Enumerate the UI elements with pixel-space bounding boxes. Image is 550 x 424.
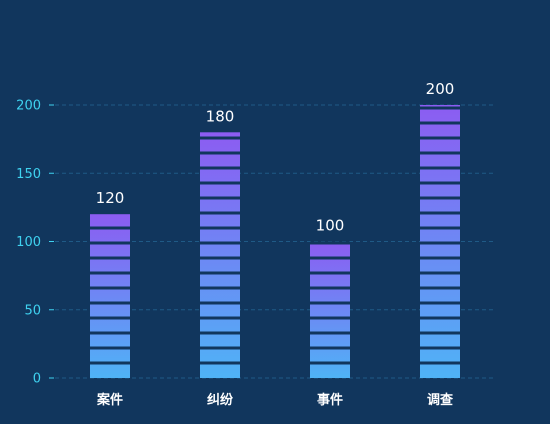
y-tick-label: 100: [16, 235, 41, 250]
bar-segment-gap: [420, 211, 460, 215]
data-label: 200: [426, 80, 455, 98]
y-tick-label: 50: [24, 303, 41, 318]
bar-segment-gap: [200, 196, 240, 200]
bar-segment-gap: [200, 166, 240, 170]
bar-segment-gap: [310, 331, 350, 335]
bar-segment-gap: [310, 316, 350, 320]
bar-segment-gap: [200, 226, 240, 230]
x-tick-label: 事件: [317, 392, 343, 408]
bar-segment-gap: [90, 256, 130, 260]
bar-segment-gap: [310, 256, 350, 260]
bar-segment-gap: [200, 151, 240, 155]
bar: [310, 241, 350, 378]
bar-segment-gap: [420, 361, 460, 365]
bar-segment-gap: [90, 346, 130, 350]
bar-segment-gap: [200, 136, 240, 140]
bar-fill: [310, 241, 350, 378]
bar-fill: [90, 214, 130, 378]
bar-segment-gap: [90, 331, 130, 335]
x-tick-label: 调查: [427, 392, 454, 408]
x-tick-label: 案件: [96, 392, 123, 408]
bar-segment-gap: [200, 256, 240, 260]
bar-segment-gap: [420, 286, 460, 290]
bar-segment-gap: [90, 301, 130, 305]
bar-segment-gap: [90, 271, 130, 275]
bar-segment-gap: [310, 241, 350, 245]
bar: [200, 132, 240, 378]
y-axis: 0 50 100 150 200: [16, 99, 54, 387]
bar-segment-gap: [420, 331, 460, 335]
bar-segment-gap: [200, 286, 240, 290]
bar-segment-gap: [420, 121, 460, 125]
bar-segment-gap: [420, 271, 460, 275]
bar-segment-gap: [200, 361, 240, 365]
bar-segment-gap: [310, 271, 350, 275]
bar-segment-gap: [420, 166, 460, 170]
bar-segment-gap: [420, 136, 460, 140]
bar: [90, 214, 130, 378]
bar-segment-gap: [420, 226, 460, 230]
bars: [90, 105, 460, 378]
bar-segment-gap: [200, 316, 240, 320]
bar-segment-gap: [420, 301, 460, 305]
bar-segment-gap: [200, 346, 240, 350]
bar-segment-gap: [90, 361, 130, 365]
data-label: 180: [206, 107, 235, 125]
y-tick-label: 200: [16, 99, 41, 114]
data-labels: 120 180 100 200: [96, 80, 455, 235]
bar-segment-gap: [420, 241, 460, 245]
bar-segment-gap: [200, 301, 240, 305]
bar-segment-gap: [200, 181, 240, 185]
bar-segment-gap: [420, 346, 460, 350]
bar: [420, 105, 460, 378]
bar-segment-gap: [310, 346, 350, 350]
bar-segment-gap: [310, 286, 350, 290]
bar-segment-gap: [420, 106, 460, 110]
bar-segment-gap: [200, 241, 240, 245]
bar-segment-gap: [90, 241, 130, 245]
y-tick-label: 150: [16, 167, 41, 182]
bar-segment-gap: [200, 271, 240, 275]
bar-segment-gap: [310, 361, 350, 365]
bar-fill: [200, 132, 240, 378]
bar-segment-gap: [200, 331, 240, 335]
bar-segment-gap: [90, 226, 130, 230]
bar-segment-gap: [310, 301, 350, 305]
bar-segment-gap: [420, 151, 460, 155]
y-tick-label: 0: [33, 372, 41, 387]
bar-segment-gap: [420, 316, 460, 320]
bar-segment-gap: [90, 316, 130, 320]
bar-segment-gap: [420, 256, 460, 260]
bar-segment-gap: [420, 196, 460, 200]
bar-segment-gap: [90, 286, 130, 290]
bar-segment-gap: [420, 181, 460, 185]
data-label: 120: [96, 189, 125, 207]
data-label: 100: [316, 217, 345, 235]
bar-segment-gap: [200, 211, 240, 215]
x-axis: 案件 纠纷 事件 调查: [96, 392, 454, 408]
x-tick-label: 纠纷: [207, 392, 234, 408]
